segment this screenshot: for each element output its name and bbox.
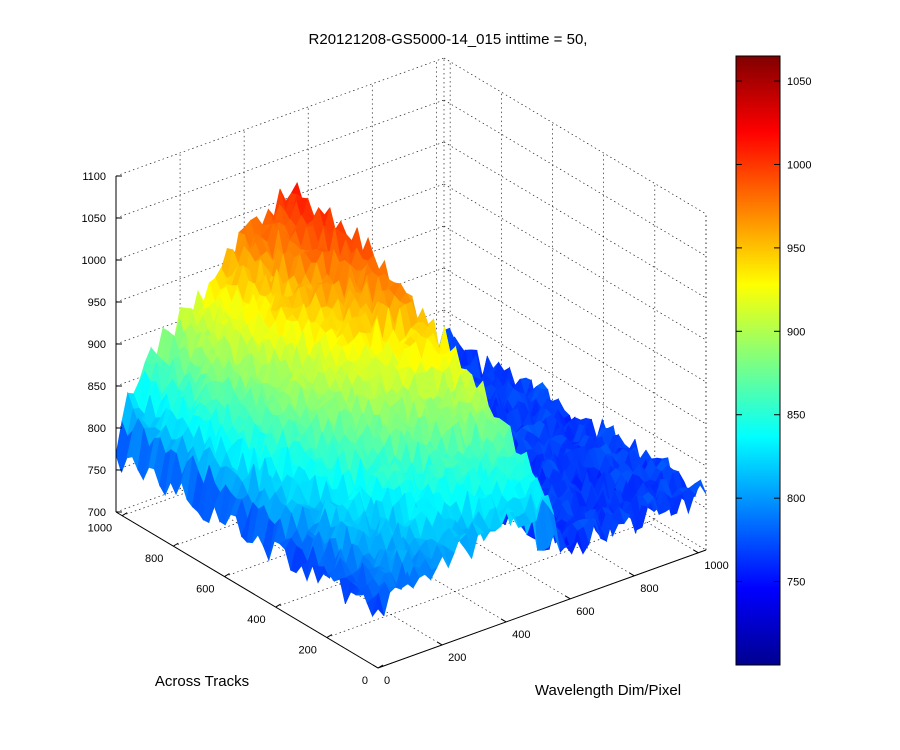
z-tick-label: 800 [88,423,106,435]
surface-patch [372,593,385,617]
y-tick-label: 600 [196,584,214,596]
x-tick [564,595,571,600]
chart-title: R20121208-GS5000-14_015 inttime = 50, [309,31,588,48]
grid-line [308,442,571,600]
colorbar-tick-label: 850 [787,410,805,422]
y-tick-label: 400 [247,614,265,626]
surface-patch [639,449,653,461]
y-tick [121,512,128,517]
y-axis-label: Across Tracks [155,673,249,690]
grid-line [443,267,707,425]
colorbar-tick-label: 1000 [787,159,811,171]
grid-line [436,396,699,554]
colorbar-tick-label: 900 [787,326,805,338]
grid-line [443,309,707,467]
x-tick-label: 600 [576,606,594,618]
y-tick-label: 1000 [88,523,112,535]
grid-line [372,419,635,577]
colorbar-tick-label: 1050 [787,76,811,88]
z-tick-label: 1100 [82,171,106,183]
x-tick-label: 0 [384,675,390,687]
y-tick [326,634,333,638]
grid-line [115,57,445,177]
y-tick-label: 800 [145,553,163,565]
grid-line [243,465,507,623]
y-tick-label: 0 [362,675,368,687]
y-tick [173,542,179,547]
z-tick-label: 700 [88,507,106,519]
y-tick [275,603,281,608]
z-tick-label: 900 [88,339,106,351]
colorbar: 750 800 850 900 950 1000 1050 [735,55,811,666]
colorbar-ticks: 750 800 850 900 950 1000 1050 [736,76,811,589]
grid-line [443,99,707,257]
grid-line [443,141,707,299]
x-tick-label: 800 [640,583,658,595]
colorbar-tick-label: 950 [787,243,805,255]
x-tick-label: 1000 [704,560,728,572]
x-axis-label: Wavelength Dim/Pixel [535,682,681,699]
z-tick-label: 850 [88,381,106,393]
z-tick-label: 950 [88,297,106,309]
surface-plot [115,181,707,618]
x-tick [500,618,507,623]
x-tick [693,549,699,554]
x-axis-line [377,549,707,669]
grid-line [443,57,707,215]
colorbar-gradient [735,55,781,666]
z-tick-label: 750 [88,465,106,477]
y-axis-line [115,511,379,669]
x-tick [372,664,379,669]
tick-labels: 700 750 800 850 900 950 1000 1050 1100 0 200 400 600… [82,171,729,687]
x-tick [436,641,443,646]
grid-line [443,183,707,341]
x-tick-label: 400 [512,629,530,641]
grid-line [443,225,707,383]
y-tick-label: 200 [298,645,316,657]
y-tick [224,573,230,578]
y-tick [377,664,384,669]
z-tick-label: 1050 [82,213,106,225]
x-tick [628,572,635,577]
colorbar-tick-label: 800 [787,493,805,505]
z-tick-label: 1000 [82,255,106,267]
colorbar-tick-label: 750 [787,577,805,589]
grid-line [179,488,443,646]
x-tick-label: 200 [448,652,466,664]
